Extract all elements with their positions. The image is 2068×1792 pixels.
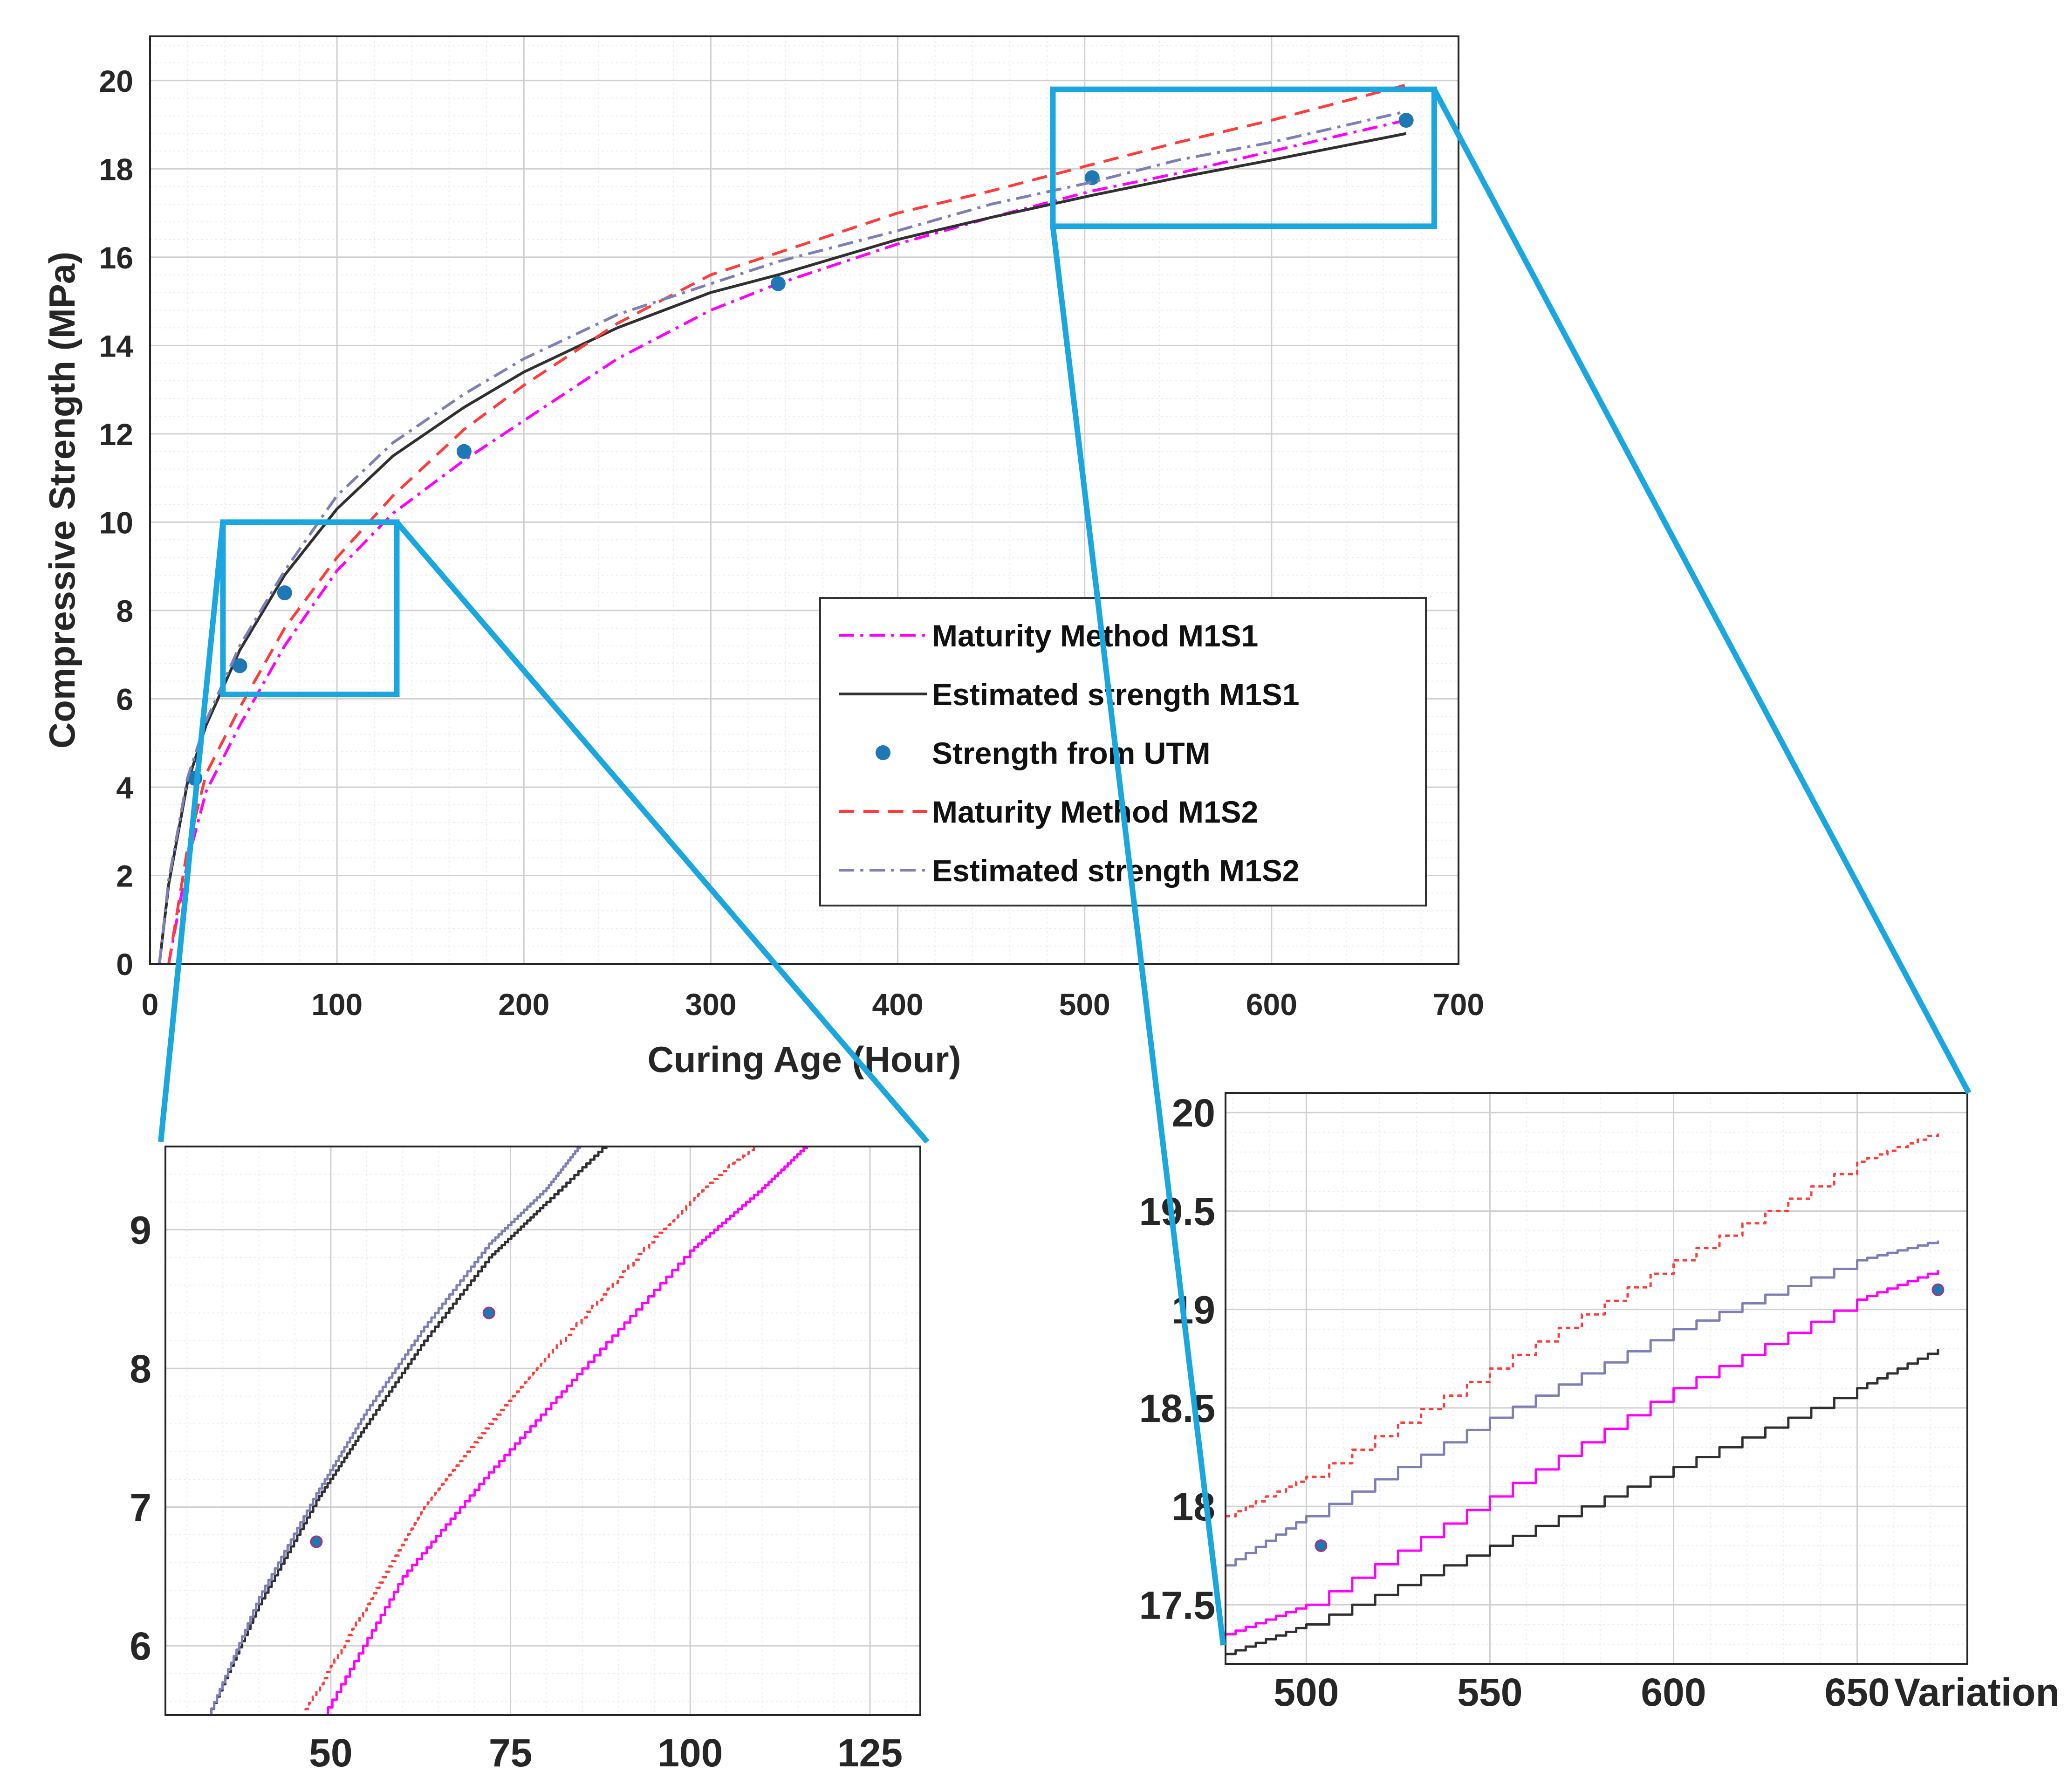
y-tick-label: 20: [99, 64, 133, 98]
series-line-4: [1226, 1132, 1939, 1517]
x-tick-label: 100: [657, 1731, 723, 1775]
x-tick-label: 500: [1059, 987, 1110, 1022]
data-point: [1398, 113, 1414, 128]
x-tick-label: 600: [1641, 1670, 1706, 1714]
y-tick-label: 6: [116, 682, 133, 716]
legend-label: Maturity Method M1S1: [932, 618, 1258, 653]
zoom-connectors: [158, 86, 1972, 1646]
y-tick-label: 19.5: [1139, 1189, 1216, 1233]
series-layer: [208, 1147, 808, 1715]
x-tick-label: 700: [1433, 987, 1484, 1022]
zoom-box-right: [1050, 86, 1437, 229]
x-tick-label: 0: [142, 987, 159, 1022]
y-tick-label: 17.5: [1139, 1583, 1216, 1627]
series-layer: [158, 83, 1414, 964]
y-tick-label: 8: [116, 594, 133, 628]
x-axis-label: Curing Age (Hour): [647, 1039, 961, 1080]
legend-label: Estimated strength M1S1: [932, 677, 1300, 712]
x-tick-label: 600: [1246, 987, 1297, 1022]
zoom-connector: [1431, 88, 1972, 1094]
main-chart: 0 100 200 300 400 500 600 700 0 2 4 6 8 10 12 14 16 18 20 C…: [41, 35, 1484, 1080]
y-axis-label: Compressive Strength (MPa): [41, 252, 82, 748]
x-tick-label: 500: [1274, 1670, 1339, 1714]
series-line-4: [302, 1147, 761, 1715]
data-point: [482, 1306, 495, 1319]
legend-label: Strength from UTM: [932, 736, 1211, 770]
x-tick-label: 650: [1824, 1670, 1890, 1714]
x-tick-label: 50: [309, 1731, 352, 1775]
legend-label: Estimated strength M1S2: [932, 853, 1300, 888]
x-tick-label: 200: [498, 987, 549, 1022]
series-line-4: [167, 83, 1407, 964]
series-line-2: [1226, 1349, 1939, 1655]
y-tick-label: 8: [130, 1347, 151, 1391]
y-tick-label: 2: [116, 858, 133, 893]
y-tick-label: 18.5: [1139, 1387, 1216, 1430]
legend: Maturity Method M1S1 Estimated strength M…: [819, 597, 1427, 906]
x-tick-label: 125: [837, 1731, 903, 1775]
y-tick-label: 12: [99, 417, 133, 452]
y-tick-label: 19: [1172, 1288, 1215, 1332]
series-line-5: [1226, 1240, 1939, 1567]
legend-box: [819, 597, 1427, 906]
y-tick-label: 6: [130, 1624, 151, 1668]
data-point: [1931, 1283, 1945, 1296]
series-line-5: [158, 110, 1407, 964]
x-tick-label: 550: [1457, 1670, 1522, 1714]
zoom-connector: [394, 520, 930, 1144]
series-line-1: [323, 1147, 808, 1715]
grid: [165, 1146, 920, 1715]
y-tick-label: 14: [99, 329, 134, 363]
series-line-1: [167, 119, 1407, 964]
y-tick-label: 16: [99, 240, 133, 275]
x-tick-label: 100: [311, 987, 363, 1022]
legend-item: Maturity Method M1S1: [839, 618, 1258, 653]
legend-item: Estimated strength M1S1: [839, 677, 1300, 712]
series-line-1: [1226, 1270, 1939, 1636]
plot-frame: [1225, 1092, 1968, 1665]
y-tick-label: 20: [1172, 1091, 1215, 1135]
zoom-connector: [158, 522, 226, 1142]
x-tick-label: 75: [489, 1731, 532, 1775]
y-tick-label: 9: [130, 1208, 151, 1252]
y-tick-label: 10: [99, 505, 133, 540]
variation-label: Variation: [1894, 1670, 2060, 1714]
legend-label: Maturity Method M1S2: [932, 795, 1258, 829]
zoom-box-left: [220, 519, 400, 697]
series-line-2: [158, 132, 1407, 964]
x-tick-label: 300: [685, 987, 736, 1022]
y-tick-label: 0: [116, 947, 133, 982]
data-point: [1315, 1539, 1328, 1552]
data-point: [1084, 170, 1100, 185]
x-tick-label: 400: [872, 987, 924, 1022]
y-tick-label: 4: [116, 770, 133, 805]
data-point: [232, 658, 247, 673]
data-point: [456, 444, 472, 459]
data-point: [770, 276, 786, 291]
data-point: [277, 585, 292, 600]
legend-item: Estimated strength M1S2: [839, 853, 1300, 888]
y-tick-label: 18: [99, 152, 133, 186]
data-point: [310, 1535, 323, 1548]
plot-frame: [149, 35, 1459, 965]
y-tick-label: 7: [130, 1486, 151, 1530]
grid: [1226, 1093, 1968, 1664]
zoom-connector: [1050, 226, 1226, 1646]
legend-item: Maturity Method M1S2: [839, 795, 1258, 829]
legend-marker: [876, 745, 890, 760]
plot-frame: [164, 1146, 921, 1716]
series-layer: [1226, 1132, 1945, 1655]
series-line-5: [208, 1147, 582, 1715]
legend-item: Strength from UTM: [876, 736, 1211, 770]
inset-left-chart: 50 75 100 125 6 7 8 9: [130, 1146, 921, 1775]
